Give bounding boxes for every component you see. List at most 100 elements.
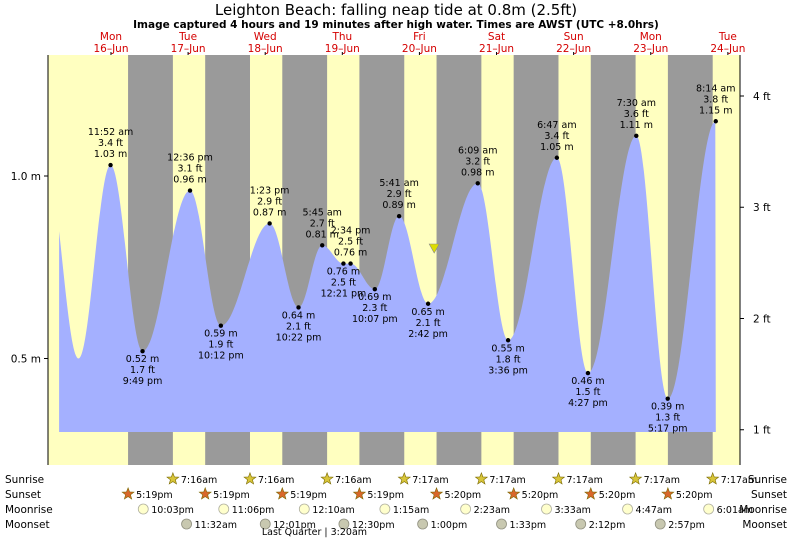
high-tide-label: 3.4 ft bbox=[544, 131, 569, 142]
moonset-moon-icon bbox=[259, 518, 271, 530]
low-tide-label: 10:22 pm bbox=[276, 332, 322, 343]
sunrise-time: 7:16am bbox=[335, 475, 371, 486]
moonrise-moon-icon bbox=[703, 503, 715, 515]
high-tide-label: 1.15 m bbox=[699, 105, 732, 116]
low-tide-label: 3:36 pm bbox=[488, 365, 528, 376]
low-tide-label: 0.59 m bbox=[204, 329, 237, 340]
low-tide-point bbox=[296, 305, 301, 310]
left-tick-label: 1.0 m bbox=[11, 171, 41, 183]
high-tide-label: 3.8 ft bbox=[703, 94, 728, 105]
day-date: 19–Jun bbox=[325, 43, 360, 55]
low-tide-point bbox=[665, 396, 670, 401]
low-tide-label: 9:49 pm bbox=[123, 376, 163, 387]
sunset-time: 5:19pm bbox=[290, 490, 327, 501]
high-tide-label: 12:36 pm bbox=[167, 153, 213, 164]
high-tide-label: 1.05 m bbox=[540, 142, 573, 153]
high-tide-label: 0.87 m bbox=[253, 207, 286, 218]
sunset-time: 5:19pm bbox=[213, 490, 250, 501]
moonset-time: 12:30pm bbox=[352, 520, 395, 531]
sunset-time: 5:19pm bbox=[136, 490, 173, 501]
high-tide-point bbox=[267, 221, 272, 226]
moonset-time: 2:12pm bbox=[589, 520, 626, 531]
moon-phase-label: Last Quarter | 3:20am bbox=[262, 527, 367, 538]
high-tide-label: 2.7 ft bbox=[310, 218, 335, 229]
y-axes: 0.5 m 1.0 m 1 ft 2 ft 3 ft 4 ft bbox=[11, 55, 771, 465]
moonset-moon-icon bbox=[496, 518, 507, 530]
high-tide-label: 1:23 pm bbox=[250, 185, 290, 196]
moonset-time: 2:57pm bbox=[668, 520, 705, 531]
low-tide-label: 0.64 m bbox=[282, 310, 315, 321]
sunrise-star-icon bbox=[166, 471, 180, 485]
high-tide-point bbox=[348, 261, 353, 266]
day-name: Mon bbox=[100, 31, 122, 43]
day-date: 24–Jun bbox=[710, 43, 745, 55]
sunset-star-icon bbox=[198, 486, 212, 500]
high-tide-label: 2.5 ft bbox=[338, 237, 363, 248]
right-tick-label: 4 ft bbox=[753, 91, 771, 103]
high-tide-point bbox=[713, 119, 718, 124]
high-tide-point bbox=[634, 133, 639, 139]
sunrise-star-icon bbox=[551, 471, 566, 485]
high-tide-label: 8:14 am bbox=[696, 83, 735, 94]
sunrise-star-icon bbox=[397, 471, 412, 485]
sunrise-star-icon bbox=[628, 471, 643, 485]
tide-area bbox=[59, 121, 716, 433]
day-date: 23–Jun bbox=[633, 43, 668, 55]
sunrise-star-icon bbox=[705, 471, 720, 485]
low-tide-point bbox=[372, 286, 378, 292]
high-tide-label: 7:30 am bbox=[617, 98, 656, 109]
moonrise-moon-icon bbox=[298, 503, 310, 515]
low-tide-label: 12:21 pm bbox=[321, 289, 367, 300]
low-tide-label: 1.5 ft bbox=[575, 387, 600, 398]
high-tide-label: 3.6 ft bbox=[624, 109, 649, 120]
low-tide-label: 10:07 pm bbox=[352, 314, 398, 325]
low-tide-label: 2:42 pm bbox=[408, 329, 448, 340]
high-tide-label: 3.2 ft bbox=[465, 156, 490, 167]
day-name: Sun bbox=[564, 31, 584, 43]
high-tide-label: 5:45 am bbox=[303, 207, 342, 218]
sunrise-star-icon bbox=[320, 471, 334, 485]
row-label-right: Moonset bbox=[742, 519, 787, 531]
high-tide-label: 11:52 am bbox=[88, 127, 133, 138]
day-date: 20–Jun bbox=[402, 43, 437, 55]
left-tick-label: 0.5 m bbox=[11, 354, 41, 366]
low-tide-point bbox=[218, 323, 224, 328]
high-tide-label: 3.4 ft bbox=[98, 138, 123, 149]
high-tide-label: 6:47 am bbox=[537, 120, 576, 131]
sunrise-time: 7:17am bbox=[489, 475, 525, 486]
chart-subtitle: Image captured 4 hours and 19 minutes af… bbox=[133, 19, 659, 31]
moonset-moon-icon bbox=[338, 518, 350, 530]
day-name: Tue bbox=[178, 31, 197, 43]
high-tide-label: 0.89 m bbox=[382, 200, 415, 211]
high-tide-label: 0.98 m bbox=[461, 167, 494, 178]
day-name: Fri bbox=[413, 31, 426, 43]
day-name: Sat bbox=[488, 31, 505, 43]
high-tide-label: 0.81 m bbox=[306, 229, 339, 240]
sunset-star-icon bbox=[429, 486, 444, 500]
high-tide-label: 6:09 am bbox=[458, 145, 497, 156]
high-tide-label: 0.76 m bbox=[334, 248, 367, 259]
row-label-left: Moonrise bbox=[5, 504, 53, 516]
day-name: Wed bbox=[254, 31, 277, 43]
low-tide-label: 1.7 ft bbox=[130, 365, 155, 376]
low-tide-label: 5:17 pm bbox=[648, 424, 688, 435]
low-tide-label: 2.1 ft bbox=[286, 321, 311, 332]
high-tide-label: 1.11 m bbox=[620, 120, 653, 131]
right-tick-label: 1 ft bbox=[753, 425, 771, 437]
high-tide-label: 3.1 ft bbox=[177, 164, 202, 175]
low-tide-label: 0.55 m bbox=[491, 343, 524, 354]
moonrise-time: 3:33am bbox=[554, 505, 590, 516]
sunset-star-icon bbox=[352, 486, 367, 500]
day-axis: Mon16–JunTue17–JunWed18–JunThu19–JunFri2… bbox=[93, 31, 745, 55]
moonset-moon-icon bbox=[654, 518, 666, 530]
moonset-time: 12:01pm bbox=[273, 520, 316, 531]
moonset-moon-icon bbox=[575, 518, 587, 530]
row-label-right: Sunset bbox=[751, 489, 787, 501]
low-tide-point bbox=[425, 301, 431, 306]
sunset-time: 5:20pm bbox=[599, 490, 636, 501]
sunrise-time: 7:16am bbox=[181, 475, 217, 486]
tide-curve bbox=[59, 121, 716, 433]
moonrise-time: 12:10am bbox=[312, 505, 354, 516]
low-tide-point bbox=[341, 261, 346, 266]
